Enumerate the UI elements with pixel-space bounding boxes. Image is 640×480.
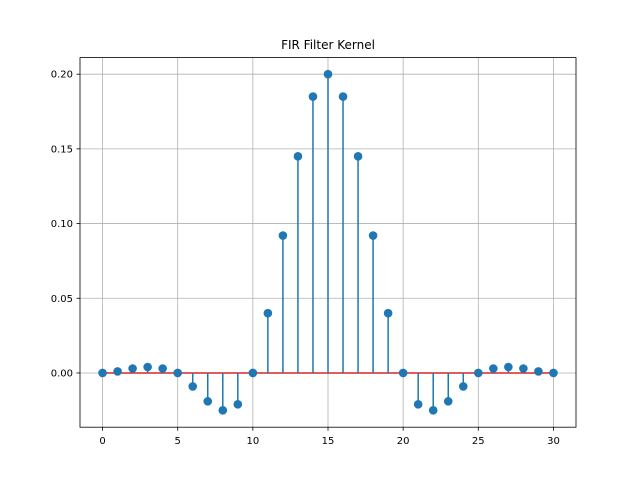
stem-marker-1 xyxy=(113,367,122,376)
stem-marker-6 xyxy=(188,382,198,391)
stem-marker-17 xyxy=(353,152,363,161)
y-tick-label-2: 0.10 xyxy=(51,219,73,230)
stem-marker-25 xyxy=(474,368,483,378)
stem-marker-15 xyxy=(323,69,333,79)
stems xyxy=(116,74,540,411)
stem-marker-13 xyxy=(293,152,303,161)
stem-marker-24 xyxy=(458,382,468,391)
y-tick-label-1: 0.05 xyxy=(51,294,73,305)
stem-marker-28 xyxy=(519,364,528,373)
stem-marker-11 xyxy=(263,308,273,318)
stem-marker-0 xyxy=(98,368,107,378)
y-tick-label-4: 0.20 xyxy=(51,70,73,81)
chart-title: FIR Filter Kernel xyxy=(281,38,375,52)
stem-marker-23 xyxy=(443,397,453,406)
stem-marker-8 xyxy=(218,406,228,415)
stem-marker-4 xyxy=(158,364,167,373)
stem-marker-19 xyxy=(383,308,393,318)
y-axis-ticks: 0.00 0.05 0.10 0.15 0.20 xyxy=(51,70,80,379)
stem-marker-9 xyxy=(233,400,243,409)
stem-marker-3 xyxy=(143,362,152,372)
stem-marker-26 xyxy=(489,364,498,373)
stem-marker-10 xyxy=(248,368,258,378)
stem-marker-20 xyxy=(398,368,408,378)
x-tick-label-5: 25 xyxy=(472,436,485,447)
stem-marker-5 xyxy=(173,368,182,378)
y-tick-label-0: 0.00 xyxy=(51,368,73,379)
x-tick-label-1: 5 xyxy=(175,436,181,447)
stem-marker-7 xyxy=(203,397,213,406)
x-tick-label-6: 30 xyxy=(547,436,560,447)
stem-marker-12 xyxy=(278,231,288,240)
x-axis-ticks: 0 5 10 15 20 25 30 xyxy=(99,427,560,447)
x-tick-label-4: 20 xyxy=(397,436,410,447)
stem-marker-16 xyxy=(338,92,348,101)
x-tick-label-0: 0 xyxy=(99,436,105,447)
markers xyxy=(98,69,558,415)
x-tick-label-3: 15 xyxy=(322,436,335,447)
x-tick-label-2: 10 xyxy=(246,436,259,447)
stem-marker-30 xyxy=(549,368,558,378)
stem-marker-29 xyxy=(534,367,543,376)
y-tick-label-3: 0.15 xyxy=(51,144,73,155)
stem-marker-27 xyxy=(504,362,513,372)
stem-marker-22 xyxy=(428,406,438,415)
stem-marker-2 xyxy=(128,364,137,373)
stem-marker-14 xyxy=(308,92,318,101)
stem-marker-21 xyxy=(413,400,423,409)
stem-marker-18 xyxy=(368,231,378,240)
